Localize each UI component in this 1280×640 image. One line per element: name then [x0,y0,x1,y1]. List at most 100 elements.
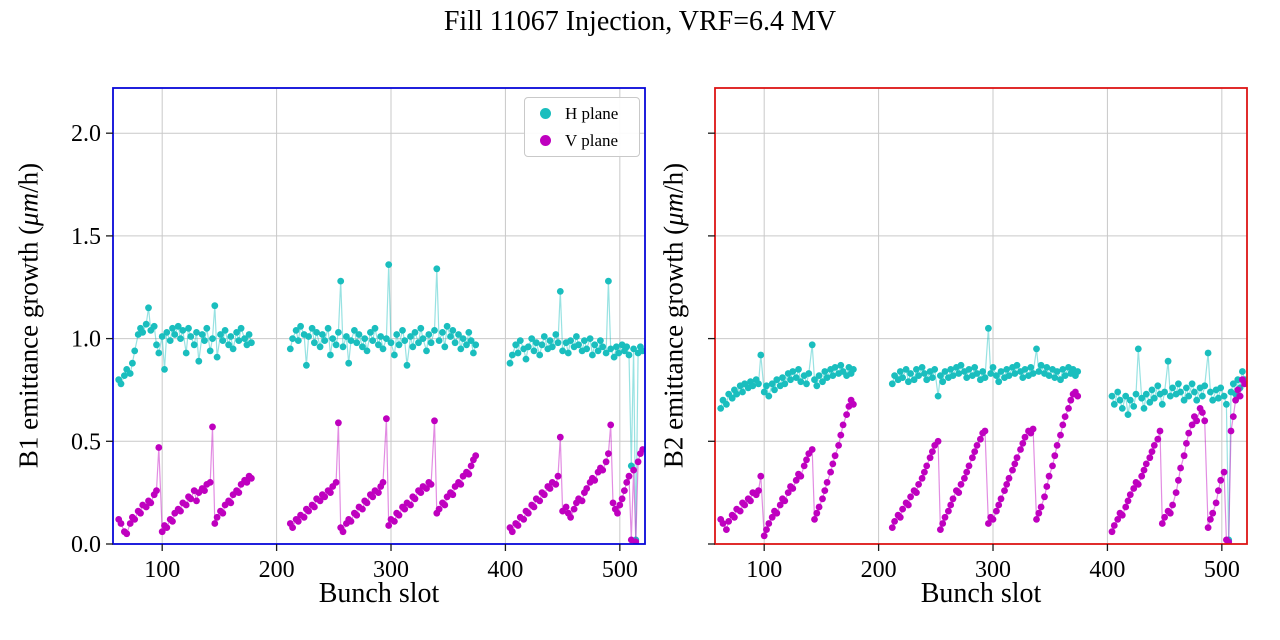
data-point [177,507,184,515]
data-point [347,518,355,525]
data-point [995,501,1003,509]
data-point [792,476,800,484]
data-point [457,345,465,353]
data-point [303,361,310,369]
data-point [375,489,382,496]
data-point [1134,481,1142,488]
data-point [1001,487,1008,494]
data-point [1013,454,1021,462]
data-point [915,372,922,379]
data-point [353,511,361,519]
data-point [835,442,842,449]
data-point [921,370,928,377]
data-point [760,388,768,396]
legend-label-h-plane: H plane [565,103,619,123]
data-point [937,372,944,379]
data-point [179,327,187,334]
data-point [435,337,443,344]
data-point [1110,400,1118,408]
data-point [292,327,300,334]
data-point [599,466,607,474]
data-point [850,366,857,373]
data-point [1217,476,1225,484]
data-point [417,324,425,332]
data-point [1169,501,1176,509]
data-point [813,509,821,517]
data-point [548,343,556,351]
data-point [808,446,816,453]
data-point [449,491,457,499]
data-point [427,339,435,347]
data-point [811,516,818,523]
data-point [765,392,773,400]
data-point [391,518,398,525]
data-point [1229,413,1237,420]
data-point [1188,421,1196,429]
data-point [728,394,736,402]
data-point [171,331,179,338]
b2-xtick-label: 400 [1089,557,1125,583]
data-point [169,518,176,525]
b2-xtick-label: 300 [975,557,1011,583]
data-point [973,370,981,377]
data-point [757,472,765,480]
data-point [195,357,203,365]
data-point [594,347,602,355]
data-point [1009,466,1016,474]
data-point [607,421,615,429]
data-point [121,372,128,379]
b1-y-axis-label: B1 emittance growth (μm/h) [14,88,45,544]
data-point [409,343,417,351]
data-point [1043,364,1051,371]
data-point [1146,398,1154,406]
data-point [546,485,554,492]
data-point [1061,413,1069,420]
data-point [923,462,931,470]
data-point [821,487,829,494]
data-point [1201,417,1209,425]
data-point [1057,431,1064,439]
data-point [516,337,524,344]
data-point [1177,464,1184,472]
data-point [610,353,618,361]
data-point [905,378,912,386]
data-point [891,518,898,525]
data-point [736,507,744,515]
data-point [609,499,617,507]
data-point [747,497,754,505]
data-point [327,351,334,359]
data-point [1215,487,1222,494]
data-point [311,339,318,347]
data-point [605,277,612,285]
data-point [465,470,473,478]
data-point [355,331,363,338]
data-point [1193,417,1201,425]
data-point [351,327,358,334]
data-point [905,501,912,509]
data-point [623,343,631,351]
data-point [913,366,920,373]
data-point [1033,516,1040,523]
data-point [443,322,451,330]
data-point [567,513,574,521]
data-point [235,489,243,496]
data-point [153,341,160,349]
data-point [1035,509,1043,517]
b1-ytick-label: 2.0 [71,121,101,147]
data-point [1059,366,1067,373]
data-point [733,390,741,398]
b2-ylabel-suffix: /h) [658,162,689,193]
data-point [939,520,947,527]
data-point [1154,435,1162,443]
data-point [808,341,816,349]
data-point [554,472,562,480]
data-point [520,516,528,523]
data-point [131,347,139,355]
data-point [1126,491,1134,499]
data-point [1217,384,1225,392]
data-point [1124,411,1132,418]
data-point [447,333,454,340]
data-point [1146,454,1154,462]
data-point [581,337,588,344]
